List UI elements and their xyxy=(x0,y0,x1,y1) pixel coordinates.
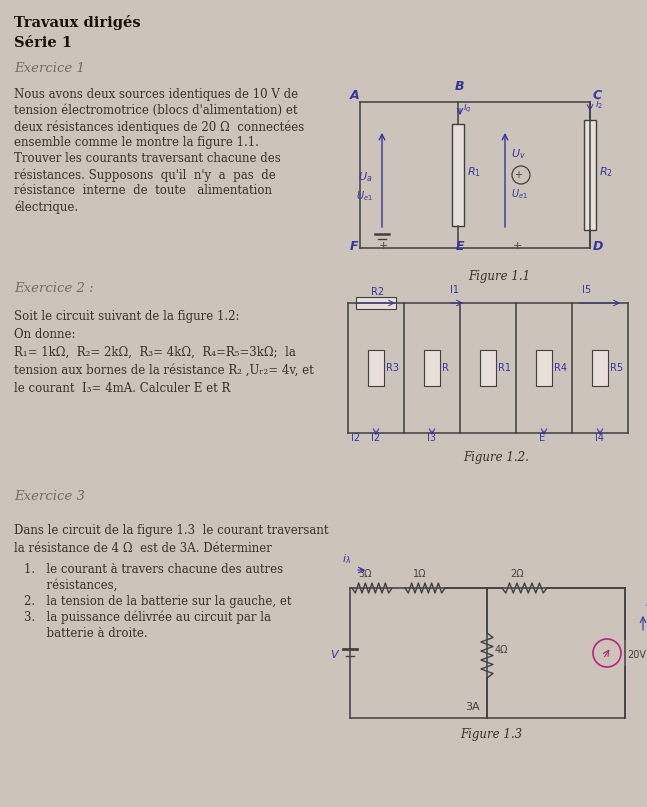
Bar xyxy=(452,124,464,226)
Text: 3Ω: 3Ω xyxy=(358,569,371,579)
Bar xyxy=(536,350,552,386)
Text: Exercice 2 :: Exercice 2 : xyxy=(14,282,94,295)
Text: 3.   la puissance délivrée au circuit par la: 3. la puissance délivrée au circuit par … xyxy=(24,611,271,625)
Text: +: + xyxy=(514,170,522,180)
Text: 2Ω: 2Ω xyxy=(510,569,523,579)
Bar xyxy=(584,120,596,230)
Text: $i_2$: $i_2$ xyxy=(595,97,603,111)
Text: tension aux bornes de la résistance R₂ ,Uᵣ₂= 4v, et: tension aux bornes de la résistance R₂ ,… xyxy=(14,364,314,377)
Text: +: + xyxy=(513,241,522,251)
Text: Nous avons deux sources identiques de 10 V de: Nous avons deux sources identiques de 10… xyxy=(14,88,298,101)
Text: Soit le circuit suivant de la figure 1.2:: Soit le circuit suivant de la figure 1.2… xyxy=(14,310,239,323)
Text: batterie à droite.: batterie à droite. xyxy=(24,627,148,640)
Text: R: R xyxy=(442,363,449,373)
Text: C: C xyxy=(593,89,602,102)
Bar xyxy=(592,350,608,386)
Text: D: D xyxy=(593,240,604,253)
Text: I4: I4 xyxy=(595,433,604,443)
Text: B: B xyxy=(455,80,465,93)
Text: V: V xyxy=(330,650,338,660)
Text: tension électromotrice (blocs d'alimentation) et: tension électromotrice (blocs d'alimenta… xyxy=(14,104,298,117)
Text: R2: R2 xyxy=(371,287,384,297)
Text: 3A: 3A xyxy=(465,702,479,712)
Text: E: E xyxy=(456,240,465,253)
Text: 1.   le courant à travers chacune des autres: 1. le courant à travers chacune des autr… xyxy=(24,563,283,576)
Text: I5: I5 xyxy=(582,285,591,295)
Text: R₁= 1kΩ,  R₂= 2kΩ,  R₃= 4kΩ,  R₄=R₅=3kΩ;  la: R₁= 1kΩ, R₂= 2kΩ, R₃= 4kΩ, R₄=R₅=3kΩ; la xyxy=(14,346,296,359)
Text: $U_{e1}$: $U_{e1}$ xyxy=(511,187,528,201)
Text: A: A xyxy=(350,89,360,102)
Bar xyxy=(424,350,440,386)
Text: Trouver les courants traversant chacune des: Trouver les courants traversant chacune … xyxy=(14,152,281,165)
Text: résistances,: résistances, xyxy=(24,579,117,592)
Bar xyxy=(356,297,396,309)
Text: 20V: 20V xyxy=(627,650,646,660)
Text: R4: R4 xyxy=(554,363,567,373)
Text: F: F xyxy=(350,240,358,253)
Text: Figure 1.2.: Figure 1.2. xyxy=(463,451,529,464)
Bar xyxy=(480,350,496,386)
Text: électrique.: électrique. xyxy=(14,200,78,214)
Text: $i$: $i$ xyxy=(645,596,647,608)
Text: Exercice 3: Exercice 3 xyxy=(14,490,85,503)
Text: $U_a$: $U_a$ xyxy=(358,170,373,184)
Text: I2: I2 xyxy=(351,433,360,443)
Text: $R_2$: $R_2$ xyxy=(599,165,613,179)
Text: I2: I2 xyxy=(371,433,380,443)
Text: Figure 1.3: Figure 1.3 xyxy=(460,728,522,741)
Text: $R_1$: $R_1$ xyxy=(467,165,481,179)
Text: I1: I1 xyxy=(450,285,459,295)
Text: la résistance de 4 Ω  est de 3A. Déterminer: la résistance de 4 Ω est de 3A. Détermin… xyxy=(14,542,272,555)
Text: deux résistances identiques de 20 Ω  connectées: deux résistances identiques de 20 Ω conn… xyxy=(14,120,304,133)
Text: R3: R3 xyxy=(386,363,399,373)
Text: On donne:: On donne: xyxy=(14,328,76,341)
Text: +: + xyxy=(379,241,388,251)
Bar xyxy=(368,350,384,386)
Text: ensemble comme le montre la figure 1.1.: ensemble comme le montre la figure 1.1. xyxy=(14,136,259,149)
Text: Travaux dirigés: Travaux dirigés xyxy=(14,15,140,30)
Text: Série 1: Série 1 xyxy=(14,36,72,50)
Text: Exercice 1: Exercice 1 xyxy=(14,62,85,75)
Text: 4Ω: 4Ω xyxy=(495,645,509,655)
Text: résistance  interne  de  toute   alimentation: résistance interne de toute alimentation xyxy=(14,184,272,197)
Text: $i_\lambda$: $i_\lambda$ xyxy=(342,552,351,566)
Text: $U_{e1}$: $U_{e1}$ xyxy=(356,189,373,203)
Text: $i_q$: $i_q$ xyxy=(463,100,472,115)
Text: le courant  I₃= 4mA. Calculer E et R: le courant I₃= 4mA. Calculer E et R xyxy=(14,382,230,395)
Text: E: E xyxy=(539,433,545,443)
Text: 1Ω: 1Ω xyxy=(413,569,426,579)
Text: R1: R1 xyxy=(498,363,511,373)
Text: Dans le circuit de la figure 1.3  le courant traversant: Dans le circuit de la figure 1.3 le cour… xyxy=(14,524,329,537)
Text: 2.   la tension de la batterie sur la gauche, et: 2. la tension de la batterie sur la gauc… xyxy=(24,595,292,608)
Text: Figure 1.1: Figure 1.1 xyxy=(468,270,530,283)
Text: $U_v$: $U_v$ xyxy=(511,147,526,161)
Text: R5: R5 xyxy=(610,363,623,373)
Text: I3: I3 xyxy=(427,433,436,443)
Text: résistances. Supposons  qu'il  n'y  a  pas  de: résistances. Supposons qu'il n'y a pas d… xyxy=(14,168,276,182)
